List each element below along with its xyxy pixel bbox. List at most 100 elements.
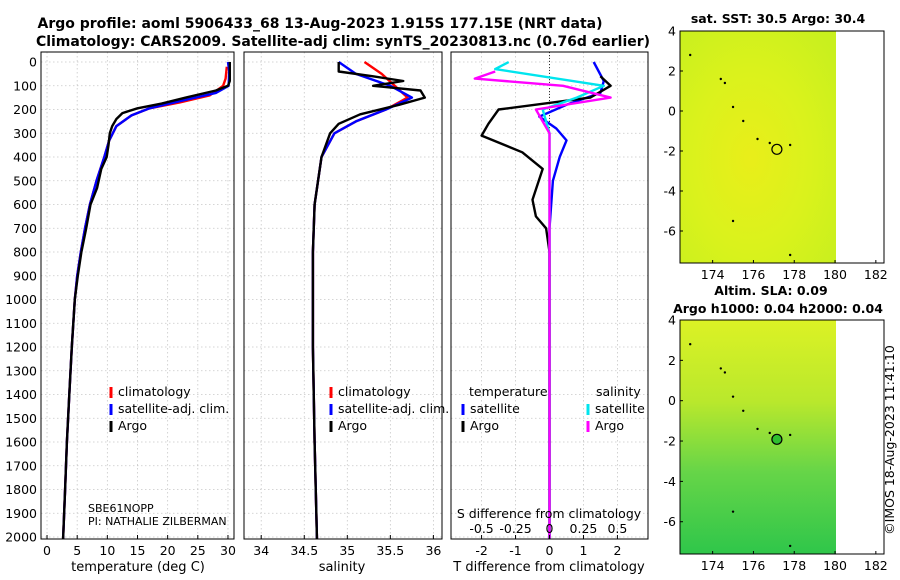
x-tick-label: 5 bbox=[73, 543, 81, 558]
depth-tick-label: 2000 bbox=[5, 530, 37, 545]
depth-tick-label: 200 bbox=[13, 102, 37, 117]
legend-t-argo-label: Argo bbox=[470, 418, 499, 433]
series-line-satellite-adj-clim- bbox=[61, 61, 231, 539]
x-tick-label: 180 bbox=[823, 267, 847, 282]
series-line-temperature-argo bbox=[480, 75, 612, 539]
depth-tick-label: 1500 bbox=[5, 411, 37, 426]
depth-tick-label: 400 bbox=[13, 150, 37, 165]
s-tick-label: -0.25 bbox=[499, 521, 531, 536]
t-difference-x-label: T difference from climatology bbox=[452, 560, 645, 575]
salinity-x-label: salinity bbox=[319, 560, 366, 575]
depth-tick-label: 1000 bbox=[5, 292, 37, 307]
island-marker bbox=[731, 395, 735, 398]
temperature-x-axis: 0 5 10 15 20 25 30 bbox=[43, 535, 236, 558]
x-tick-label: 174 bbox=[701, 558, 725, 573]
island-marker bbox=[723, 371, 727, 374]
depth-tick-label: 1400 bbox=[5, 387, 37, 402]
legend-salinity-title: salinity bbox=[596, 384, 641, 399]
sensor-label: SBE61NOPP bbox=[88, 502, 154, 515]
y-tick-label: -2 bbox=[664, 434, 676, 449]
sla-map: Altim. SLA: 0.09 Argo h1000: 0.04 h2000:… bbox=[664, 283, 888, 573]
sst-field bbox=[680, 31, 836, 263]
depth-tick-label: 0 bbox=[29, 55, 37, 70]
sst-map: sat. SST: 30.5 Argo: 30.4 174 176 178 180 18… bbox=[664, 11, 888, 282]
legend-climatology-label: climatology bbox=[338, 384, 411, 399]
x-tick-label: 34.5 bbox=[290, 543, 318, 558]
salinity-grid bbox=[244, 52, 442, 539]
x-tick-label: 174 bbox=[701, 267, 725, 282]
island-marker bbox=[788, 143, 792, 147]
temperature-legend: climatology satellite-adj. clim. Argo bbox=[109, 384, 229, 433]
x-tick-label: 0 bbox=[546, 543, 554, 558]
x-tick-label: 36 bbox=[425, 543, 441, 558]
legend-satellite-label: satellite-adj. clim. bbox=[338, 401, 449, 416]
island-marker bbox=[788, 253, 792, 257]
depth-tick-label: 1700 bbox=[5, 458, 37, 473]
depth-tick-label: 800 bbox=[13, 245, 37, 260]
series-line-climatology bbox=[311, 61, 409, 539]
depth-tick-label: 900 bbox=[13, 268, 37, 283]
x-tick-label: 35.5 bbox=[376, 543, 404, 558]
legend-climatology-label: climatology bbox=[118, 384, 191, 399]
salinity-legend: climatology satellite-adj. clim. Argo bbox=[329, 384, 449, 433]
island-marker bbox=[689, 343, 692, 346]
difference-lines bbox=[473, 60, 612, 539]
depth-tick-label: 100 bbox=[13, 78, 37, 93]
island-marker bbox=[731, 219, 735, 223]
x-tick-label: -1 bbox=[509, 543, 521, 558]
depth-tick-label: 1200 bbox=[5, 340, 37, 355]
salinity-lines bbox=[311, 61, 426, 539]
y-tick-label: 2 bbox=[668, 353, 676, 368]
x-tick-label: 2 bbox=[613, 543, 621, 558]
y-tick-label: -6 bbox=[664, 224, 677, 239]
difference-panel: -2 -1 0 1 2 S difference from climatology -0… bbox=[450, 51, 649, 575]
t-difference-x-axis: -2 -1 0 1 2 bbox=[475, 535, 621, 558]
island-marker bbox=[742, 409, 745, 412]
s-tick-label: 0 bbox=[546, 521, 554, 536]
x-tick-label: 25 bbox=[190, 543, 206, 558]
difference-legend: temperature satellite Argo salinity sate… bbox=[461, 384, 645, 433]
sla-islands bbox=[689, 343, 792, 548]
series-line-temperature-satellite bbox=[538, 61, 605, 539]
y-tick-label: -2 bbox=[664, 144, 676, 159]
x-tick-label: 176 bbox=[742, 558, 766, 573]
x-tick-label: 10 bbox=[99, 543, 115, 558]
figure-title-line-2: Climatology: CARS2009. Satellite-adj cli… bbox=[36, 34, 650, 50]
x-tick-label: 30 bbox=[220, 543, 236, 558]
series-line-argo bbox=[61, 62, 232, 539]
sst-map-title: sat. SST: 30.5 Argo: 30.4 bbox=[691, 11, 866, 26]
depth-tick-label: 1300 bbox=[5, 363, 37, 378]
s-tick-label: 0.25 bbox=[570, 521, 598, 536]
x-tick-label: 0 bbox=[43, 543, 51, 558]
s-difference-tick-labels: -0.5 -0.25 0 0.25 0.5 bbox=[469, 521, 627, 536]
series-line-salinity-argo bbox=[473, 70, 612, 539]
y-tick-label: 2 bbox=[668, 64, 676, 79]
depth-tick-label: 700 bbox=[13, 221, 37, 236]
figure-title-line-1: Argo profile: aoml 5906433_68 13-Aug-202… bbox=[38, 16, 603, 32]
island-marker bbox=[731, 105, 735, 109]
island-marker bbox=[719, 77, 722, 81]
x-tick-label: 182 bbox=[864, 267, 888, 282]
series-line-climatology bbox=[61, 66, 228, 539]
float-position-marker bbox=[771, 433, 783, 445]
x-tick-label: 15 bbox=[130, 543, 146, 558]
island-marker bbox=[768, 141, 771, 145]
island-marker bbox=[689, 53, 692, 57]
x-tick-label: 20 bbox=[160, 543, 176, 558]
depth-tick-label: 300 bbox=[13, 126, 37, 141]
legend-argo-label: Argo bbox=[118, 418, 147, 433]
sla-x-axis: 174 176 178 180 182 bbox=[701, 551, 888, 573]
sla-map-title-line-1: Altim. SLA: 0.09 bbox=[714, 283, 827, 298]
temperature-grid bbox=[41, 52, 234, 539]
legend-t-satellite-label: satellite bbox=[470, 401, 520, 416]
pi-label: PI: NATHALIE ZILBERMAN bbox=[88, 515, 227, 528]
x-tick-label: 35 bbox=[339, 543, 355, 558]
sst-x-axis: 174 176 178 180 182 bbox=[701, 260, 888, 282]
salinity-frame bbox=[243, 51, 443, 540]
island-marker bbox=[788, 544, 792, 548]
series-line-argo bbox=[311, 62, 426, 539]
s-tick-label: 0.5 bbox=[607, 521, 627, 536]
s-difference-axis-label: S difference from climatology bbox=[457, 506, 642, 521]
sla-y-axis: 4 2 0 -2 -4 -6 bbox=[664, 313, 683, 529]
y-tick-label: -6 bbox=[664, 514, 677, 529]
